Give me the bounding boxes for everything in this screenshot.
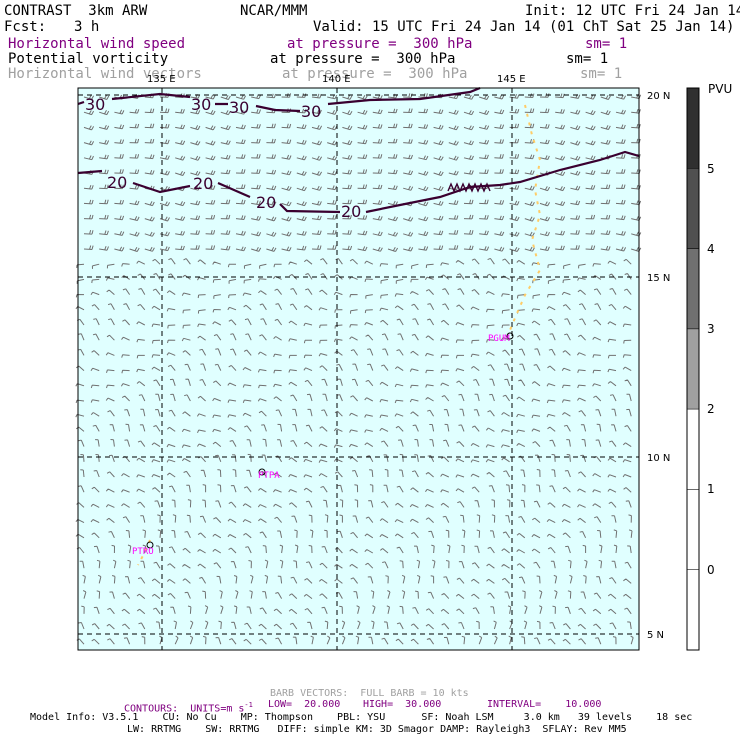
colorbar-cell — [686, 248, 700, 330]
lon-label-145e: 145 E — [497, 74, 526, 85]
contour-label: 30 — [229, 98, 249, 117]
init-time: Init: 12 UTC Fri 24 Jan 14 — [525, 3, 740, 19]
forecast-hour: 3 h — [74, 19, 100, 35]
station-markers — [146, 332, 514, 549]
map-background — [78, 88, 639, 650]
colorbar-labels: PVU 5 4 3 2 1 0 — [707, 82, 732, 577]
model-title: CONTRAST 3km ARW — [4, 3, 148, 19]
pv-contours — [137, 104, 542, 566]
contour-label: 20 — [107, 173, 127, 192]
pv-contour-1 — [507, 104, 542, 336]
pv-contour-2 — [137, 539, 151, 566]
station-pgum-label: PGUM — [488, 334, 510, 344]
colorbar-label: 4 — [707, 242, 715, 256]
contour-units: CONTOURS: UNITS=m s-1 — [124, 701, 253, 715]
barb-legend: BARB VECTORS: FULL BARB = 10 kts — [270, 688, 469, 699]
station-ptro-marker — [146, 541, 154, 549]
colorbar-label: 1 — [707, 482, 715, 496]
colorbar-cell — [686, 489, 700, 570]
station-labels: PGUM PTPA PTRO — [132, 334, 510, 557]
lat-label-10n: 10 N — [647, 453, 670, 464]
lat-label-5n: 5 N — [647, 630, 664, 641]
contour-label: 30 — [85, 95, 105, 114]
field-2-name: Potential vorticity — [8, 51, 169, 67]
colorbar-label: 0 — [707, 563, 715, 577]
wind-barb-field — [75, 93, 642, 645]
contour-20-line — [77, 150, 640, 214]
map-frame — [77, 87, 640, 651]
field-3-smoothing: sm= 1 — [580, 66, 623, 82]
field-1-level: at pressure = 300 hPa — [287, 36, 473, 52]
latitude-labels: 20 N 15 N 10 N 5 N — [647, 91, 670, 641]
field-1-name: Horizontal wind speed — [8, 36, 186, 52]
contour-20-wiggle — [447, 182, 491, 193]
contour-label: 20 — [193, 174, 213, 193]
contour-units-text: CONTOURS: UNITS=m s — [124, 703, 245, 715]
organization: NCAR/MMM — [240, 3, 308, 19]
colorbar-label: 3 — [707, 322, 715, 336]
contour-label: 30 — [191, 95, 211, 114]
contour-label: 20 — [341, 202, 361, 221]
field-3-level: at pressure = 300 hPa — [282, 66, 468, 82]
colorbar-unit: PVU — [708, 82, 732, 96]
wind-barbs — [75, 93, 642, 645]
colorbar-cell — [686, 569, 700, 651]
wind-speed-contours — [77, 86, 640, 214]
station-ptpa-label: PTPA — [258, 471, 280, 481]
longitude-labels: 135 E 140 E 145 E — [147, 74, 526, 85]
colorbar-cell — [686, 328, 700, 410]
contour-label: 20 — [256, 193, 276, 212]
station-ptro-label: PTRO — [132, 547, 154, 557]
station-ptpa-marker — [258, 468, 266, 476]
contour-low: LOW= 20.000 — [268, 699, 341, 710]
forecast-label: Fcst: — [4, 19, 47, 35]
lon-label-140e: 140 E — [322, 74, 351, 85]
lat-label-15n: 15 N — [647, 273, 670, 284]
colorbar-label: 5 — [707, 162, 715, 176]
colorbar-cell — [686, 408, 700, 490]
field-1-smoothing: sm= 1 — [585, 36, 628, 52]
colorbar-cell — [686, 168, 700, 249]
field-3-name: Horizontal wind vectors — [8, 66, 202, 82]
valid-time: Valid: 15 UTC Fri 24 Jan 14 (01 ChT Sat … — [313, 19, 735, 35]
contour-high: HIGH= 30.000 — [363, 699, 442, 710]
contour-label: 30 — [301, 102, 321, 121]
contour-labels: 30 30 30 30 20 20 20 20 — [85, 95, 361, 221]
model-info-line-1: Model Info: V3.5.1 CU: No Cu MP: Thompso… — [30, 712, 693, 723]
colorbar-label: 2 — [707, 402, 715, 416]
lat-label-20n: 20 N — [647, 91, 670, 102]
colorbar-frame — [686, 87, 700, 651]
colorbar-cell — [686, 87, 700, 169]
lon-label-135e: 135 E — [147, 74, 176, 85]
contour-interval: INTERVAL= 10.000 — [487, 699, 602, 710]
field-2-smoothing: sm= 1 — [566, 51, 609, 67]
field-2-level: at pressure = 300 hPa — [270, 51, 456, 67]
contour-30-line — [77, 86, 481, 113]
station-pgum-marker — [506, 332, 514, 340]
model-info-line-2: LW: RRTMG SW: RRTMG DIFF: simple KM: 3D … — [127, 724, 627, 735]
colorbar-cells — [686, 87, 700, 651]
